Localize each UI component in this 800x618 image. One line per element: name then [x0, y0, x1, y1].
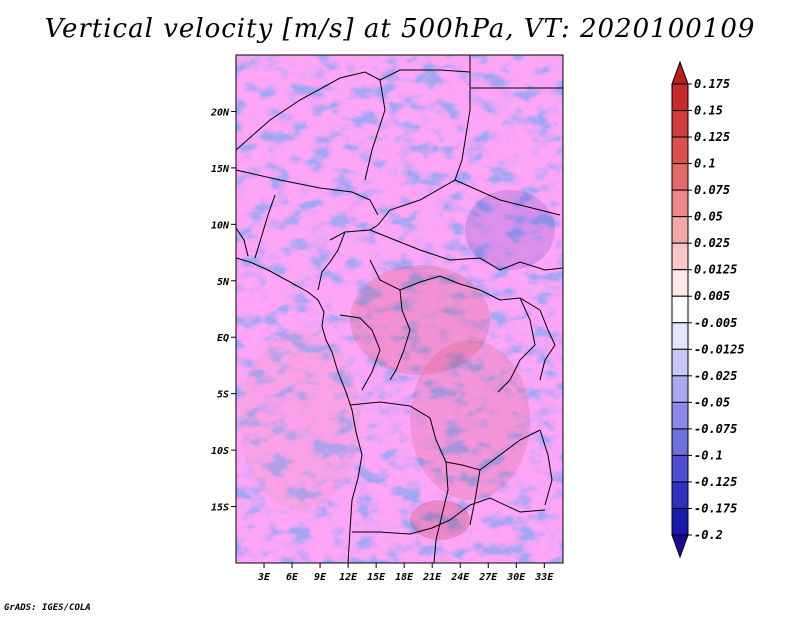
colorbar-bottom-arrow	[671, 534, 689, 559]
colorbar-label: 0.075	[694, 183, 730, 197]
colorbar-bin	[671, 189, 689, 218]
colorbar-bin	[671, 295, 689, 324]
y-tick-label: EQ	[217, 333, 229, 344]
colorbar-bin	[671, 348, 689, 377]
colorbar: 0.175 0.15 0.125 0.1 0.075 0.05 0.025 0.0125 0.0…	[671, 60, 745, 559]
x-tick-label: 12E	[339, 572, 358, 583]
colorbar-label: -0.0125	[694, 342, 745, 356]
colorbar-bin	[671, 454, 689, 483]
colorbar-bin	[671, 110, 689, 138]
colorbar-bin	[671, 322, 689, 350]
colorbar-bin	[671, 216, 689, 244]
colorbar-bin	[671, 507, 689, 536]
y-tick-label: 5N	[217, 277, 230, 288]
colorbar-label: -0.1	[694, 448, 723, 462]
y-tick-label: 15S	[211, 503, 229, 514]
colorbar-label: 0.025	[694, 236, 730, 250]
velocity-field	[236, 55, 563, 563]
colorbar-bin	[671, 269, 689, 297]
colorbar-label: -0.175	[694, 501, 737, 515]
country-borders	[236, 55, 563, 563]
y-axis: 20N 15N 10N 5N EQ 5S 10S 15S	[210, 107, 236, 514]
colorbar-top-arrow	[671, 60, 689, 85]
grads-credit: GrADS: IGES/COLA	[4, 603, 91, 613]
colorbar-label: 0.0125	[694, 263, 737, 277]
x-tick-label: 15E	[367, 572, 386, 583]
map-frame	[235, 54, 564, 564]
colorbar-bin	[671, 136, 689, 165]
colorbar-bin	[671, 375, 689, 403]
colorbar-bin	[671, 481, 689, 509]
x-axis: 3E 6E 9E 12E 15E 18E 21E 24E 27E 30E 33E	[257, 563, 554, 583]
colorbar-label: -0.025	[694, 369, 737, 383]
colorbar-label: 0.175	[694, 77, 730, 91]
colorbar-bin	[671, 428, 689, 456]
colorbar-bin	[671, 83, 689, 112]
x-tick-label: 30E	[506, 572, 526, 583]
colorbar-bin	[671, 401, 689, 430]
y-tick-label: 10S	[211, 446, 229, 457]
colorbar-label: 0.125	[694, 130, 730, 144]
chart-title: Vertical velocity [m/s] at 500hPa, VT: 2…	[44, 14, 756, 44]
y-tick-label: 10N	[211, 220, 230, 231]
x-tick-label: 33E	[534, 572, 554, 583]
x-tick-label: 18E	[395, 572, 414, 583]
colorbar-label: 0.1	[694, 157, 716, 171]
colorbar-label: -0.05	[694, 395, 730, 409]
colorbar-label: 0.005	[694, 289, 730, 303]
colorbar-label: -0.125	[694, 475, 737, 489]
colorbar-label: 0.05	[694, 210, 723, 224]
colorbar-bin	[671, 242, 689, 271]
colorbar-bin	[671, 163, 689, 191]
x-tick-label: 9E	[314, 572, 327, 583]
colorbar-label: -0.2	[694, 528, 723, 542]
colorbar-label: 0.15	[694, 104, 723, 118]
x-tick-label: 21E	[422, 572, 442, 583]
y-tick-label: 15N	[211, 164, 230, 175]
colorbar-label: -0.075	[694, 422, 737, 436]
x-tick-label: 27E	[478, 572, 498, 583]
y-tick-label: 20N	[210, 107, 230, 118]
x-tick-label: 3E	[257, 572, 271, 583]
x-tick-label: 24E	[450, 572, 470, 583]
x-tick-label: 6E	[286, 572, 299, 583]
y-tick-label: 5S	[217, 390, 229, 401]
colorbar-label: -0.005	[694, 316, 737, 330]
